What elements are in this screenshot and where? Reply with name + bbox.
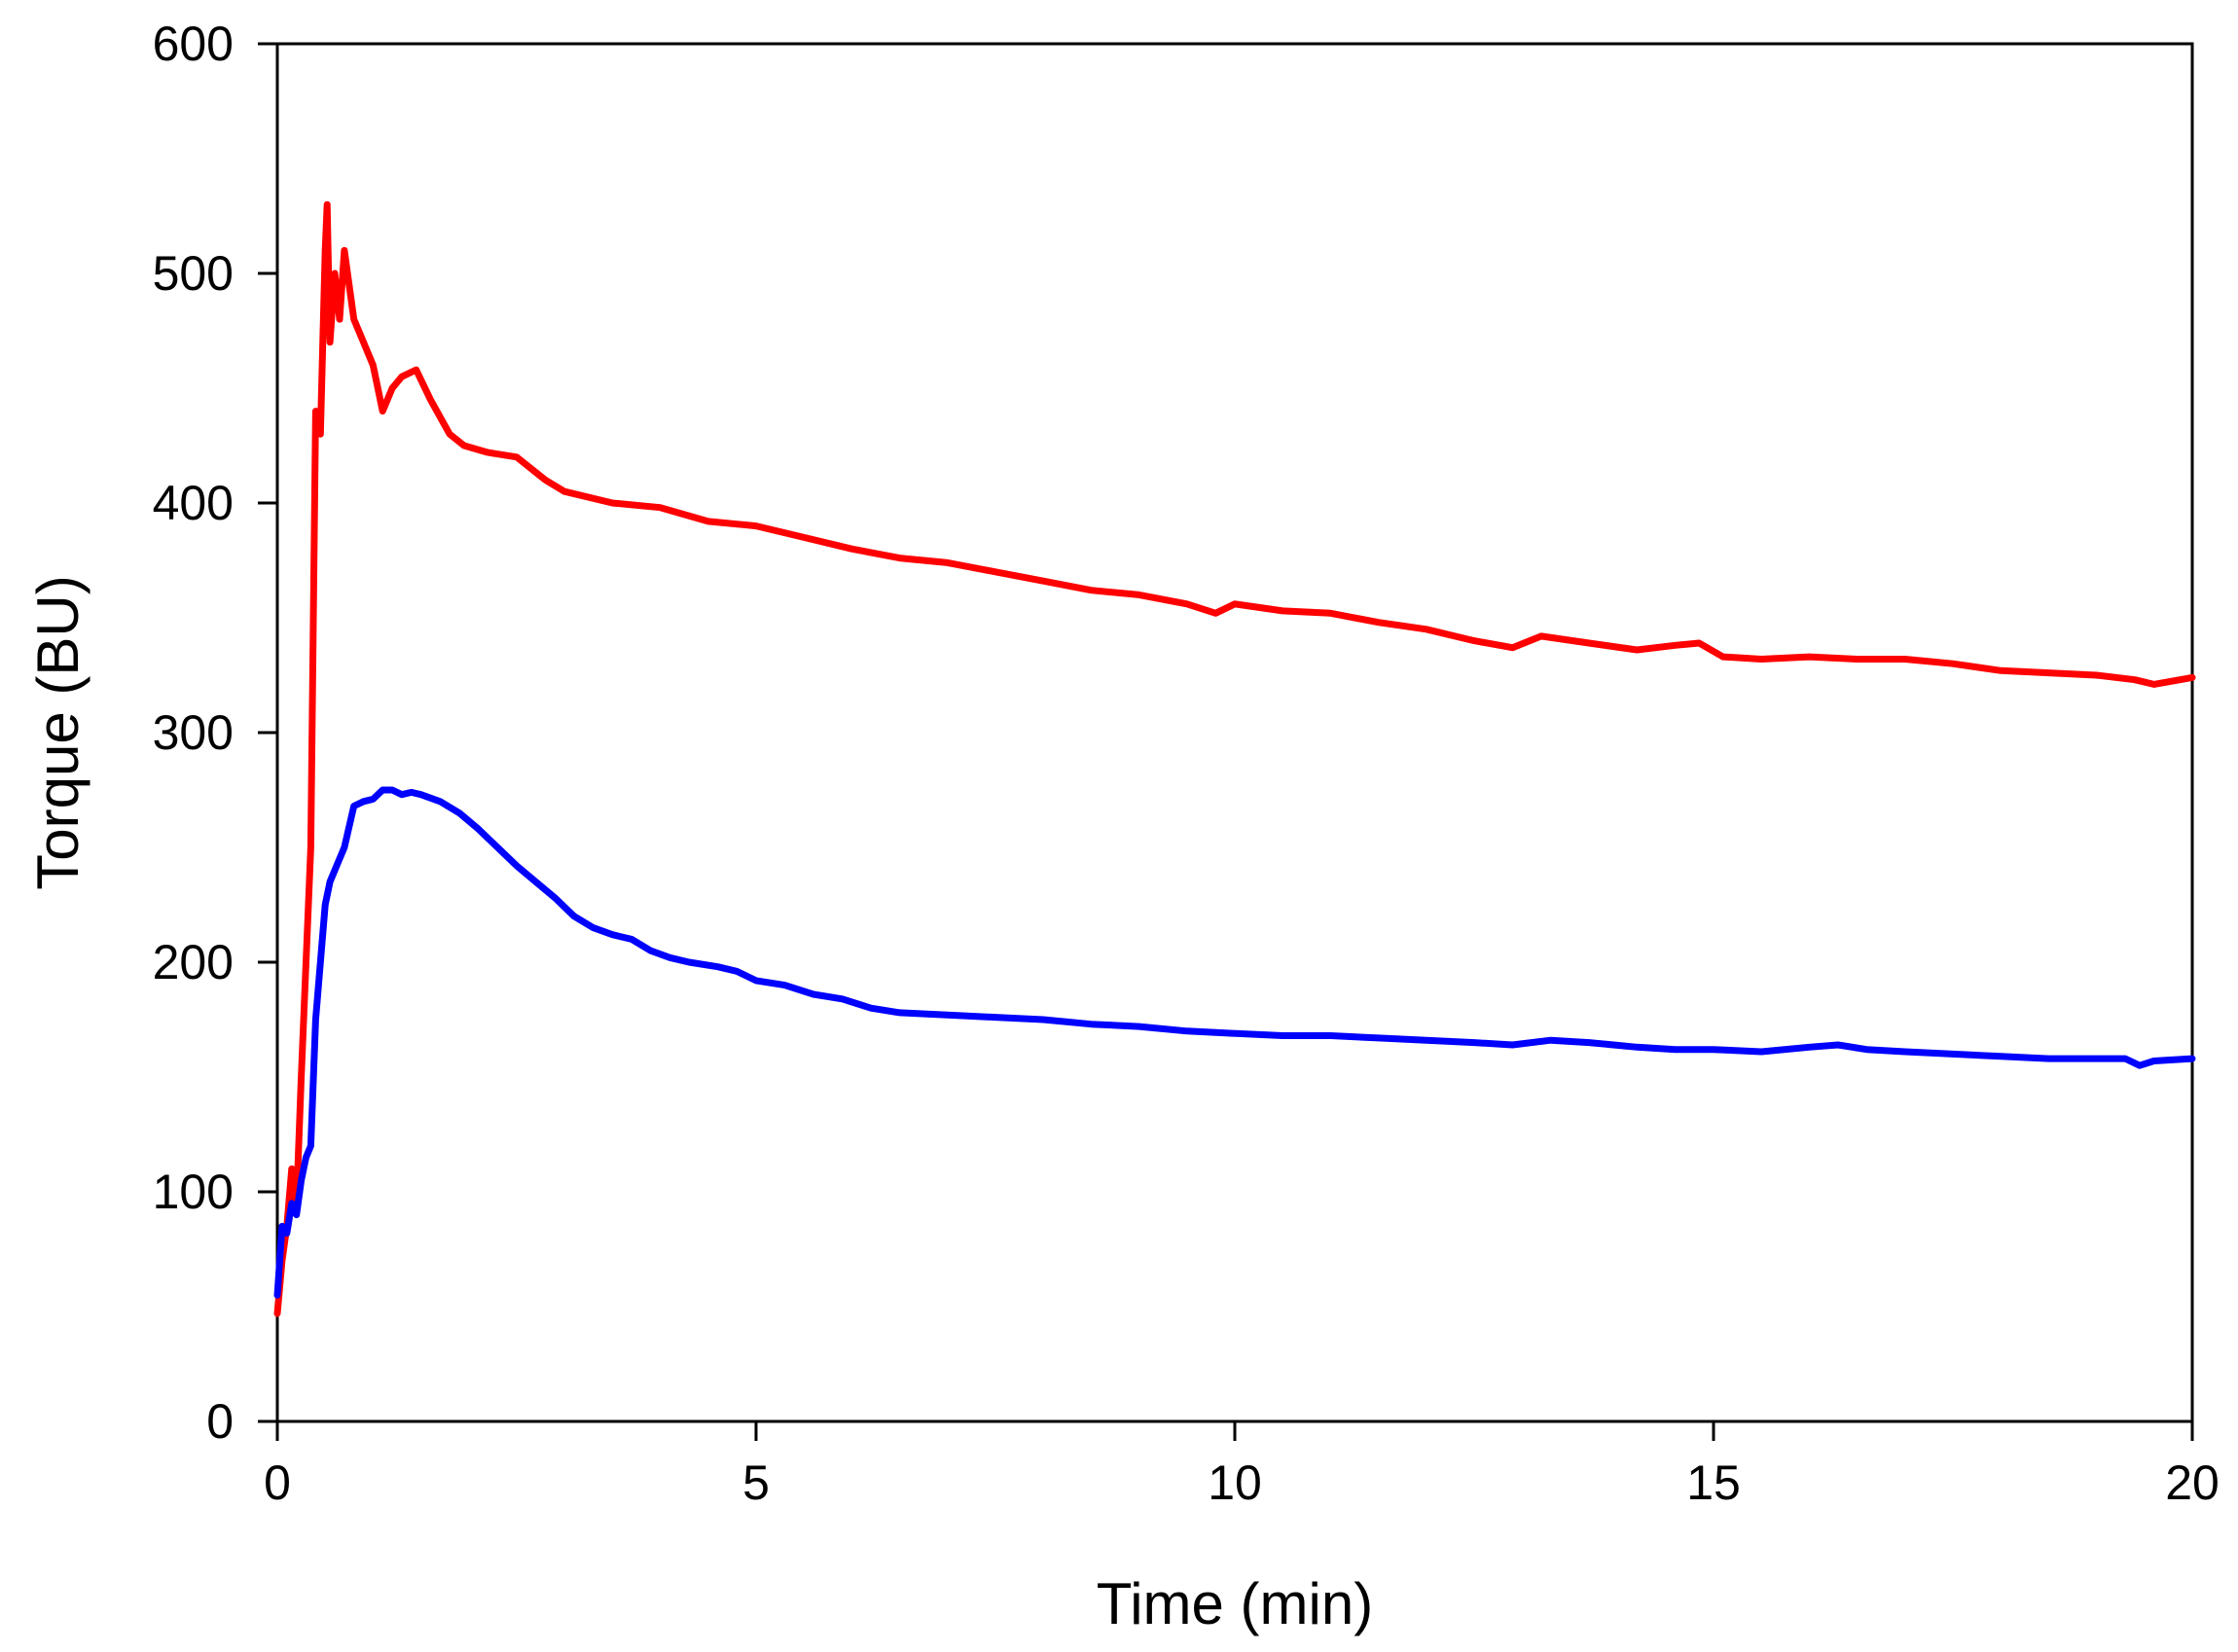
y-tick-label: 200: [153, 935, 234, 989]
y-tick-label: 100: [153, 1165, 234, 1219]
y-tick-label: 600: [153, 17, 234, 71]
plot-frame: [275, 42, 2194, 1423]
x-tick-label: 0: [264, 1455, 291, 1510]
series-line-1: [273, 200, 2196, 1317]
y-axis: 0 100 200 300 400 500 600: [153, 17, 277, 1449]
x-tick-label: 20: [2165, 1455, 2220, 1510]
y-tick-label: 0: [206, 1394, 234, 1449]
y-tick-label: 300: [153, 705, 234, 760]
series-line-2: [273, 786, 2196, 1299]
plot-border: [275, 42, 2194, 1423]
y-tick-label: 400: [153, 476, 234, 530]
x-axis-label: Time (min): [1097, 1571, 1373, 1636]
y-axis-label: Torque (BU): [25, 575, 90, 889]
x-tick-label: 5: [742, 1455, 770, 1510]
x-tick-label: 15: [1686, 1455, 1741, 1510]
x-tick-label: 10: [1208, 1455, 1262, 1510]
series-group: [273, 200, 2196, 1317]
x-axis: 0 5 10 15 20: [264, 1421, 2220, 1510]
y-tick-label: 500: [153, 246, 234, 301]
